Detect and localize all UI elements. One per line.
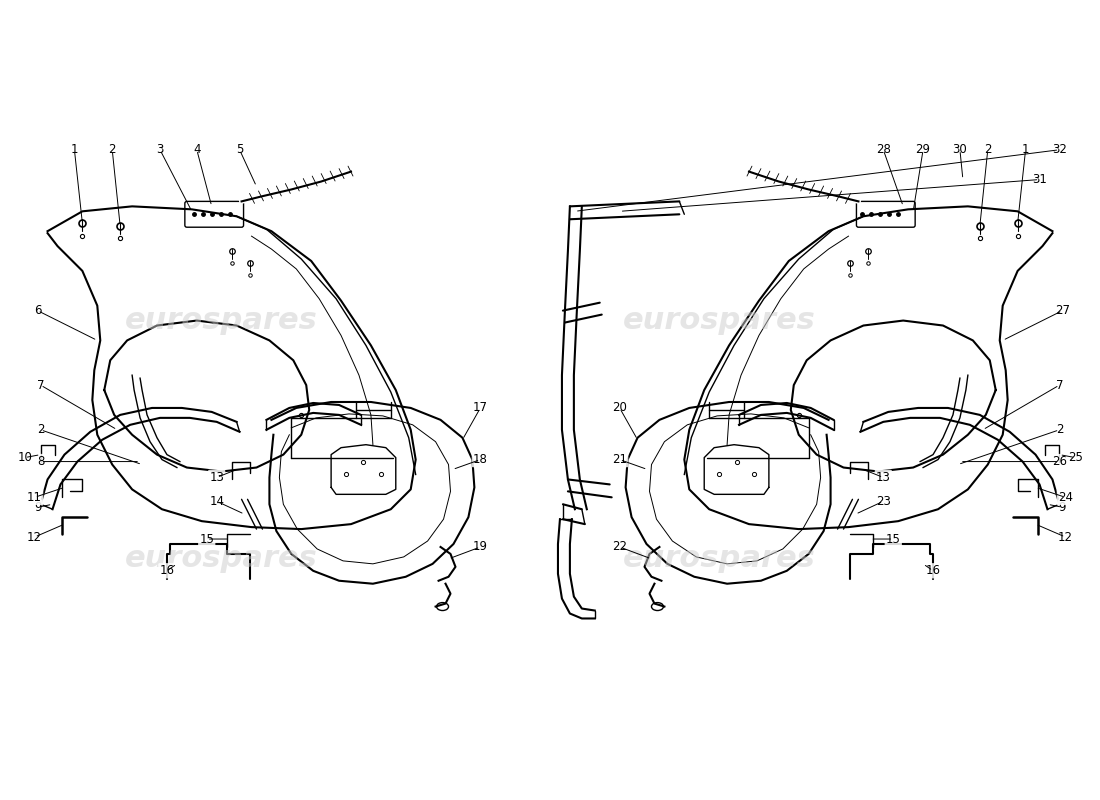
Text: 1: 1 — [70, 143, 78, 156]
Text: 25: 25 — [1068, 451, 1082, 464]
Text: 13: 13 — [876, 471, 891, 484]
Text: 19: 19 — [473, 541, 488, 554]
Text: 9: 9 — [34, 501, 42, 514]
Text: 21: 21 — [612, 453, 627, 466]
Text: 1: 1 — [1022, 143, 1030, 156]
Text: 2: 2 — [1056, 423, 1064, 436]
Text: 13: 13 — [209, 471, 224, 484]
Text: 22: 22 — [612, 541, 627, 554]
Text: 7: 7 — [1056, 378, 1064, 392]
Text: 7: 7 — [36, 378, 44, 392]
Text: 6: 6 — [34, 304, 42, 317]
Text: 4: 4 — [192, 143, 200, 156]
Text: 15: 15 — [199, 533, 214, 546]
Text: 15: 15 — [886, 533, 901, 546]
Text: 17: 17 — [473, 402, 488, 414]
Text: 24: 24 — [1058, 491, 1072, 504]
Text: 3: 3 — [156, 143, 164, 156]
Text: eurospares: eurospares — [125, 306, 318, 335]
Text: 28: 28 — [876, 143, 891, 156]
Text: 5: 5 — [235, 143, 243, 156]
Text: 2: 2 — [109, 143, 116, 156]
Text: 26: 26 — [1052, 455, 1067, 468]
Text: eurospares: eurospares — [623, 306, 815, 335]
Text: 18: 18 — [473, 453, 487, 466]
Text: 2: 2 — [984, 143, 991, 156]
Text: 16: 16 — [925, 564, 940, 578]
Text: 2: 2 — [36, 423, 44, 436]
FancyBboxPatch shape — [185, 202, 243, 227]
Text: 11: 11 — [28, 491, 42, 504]
Text: 8: 8 — [37, 455, 44, 468]
Text: 12: 12 — [1058, 530, 1072, 543]
Text: eurospares: eurospares — [623, 544, 815, 574]
Text: 10: 10 — [18, 451, 32, 464]
Text: 16: 16 — [160, 564, 175, 578]
Text: 12: 12 — [28, 530, 42, 543]
Text: 30: 30 — [953, 143, 967, 156]
Text: eurospares: eurospares — [125, 544, 318, 574]
Text: 31: 31 — [1032, 173, 1047, 186]
Text: 27: 27 — [1055, 304, 1070, 317]
Text: 14: 14 — [209, 494, 224, 508]
FancyBboxPatch shape — [857, 202, 915, 227]
Text: 20: 20 — [613, 402, 627, 414]
Text: 23: 23 — [876, 494, 891, 508]
Text: 32: 32 — [1052, 143, 1067, 156]
Text: 29: 29 — [915, 143, 931, 156]
Text: 9: 9 — [1058, 501, 1066, 514]
